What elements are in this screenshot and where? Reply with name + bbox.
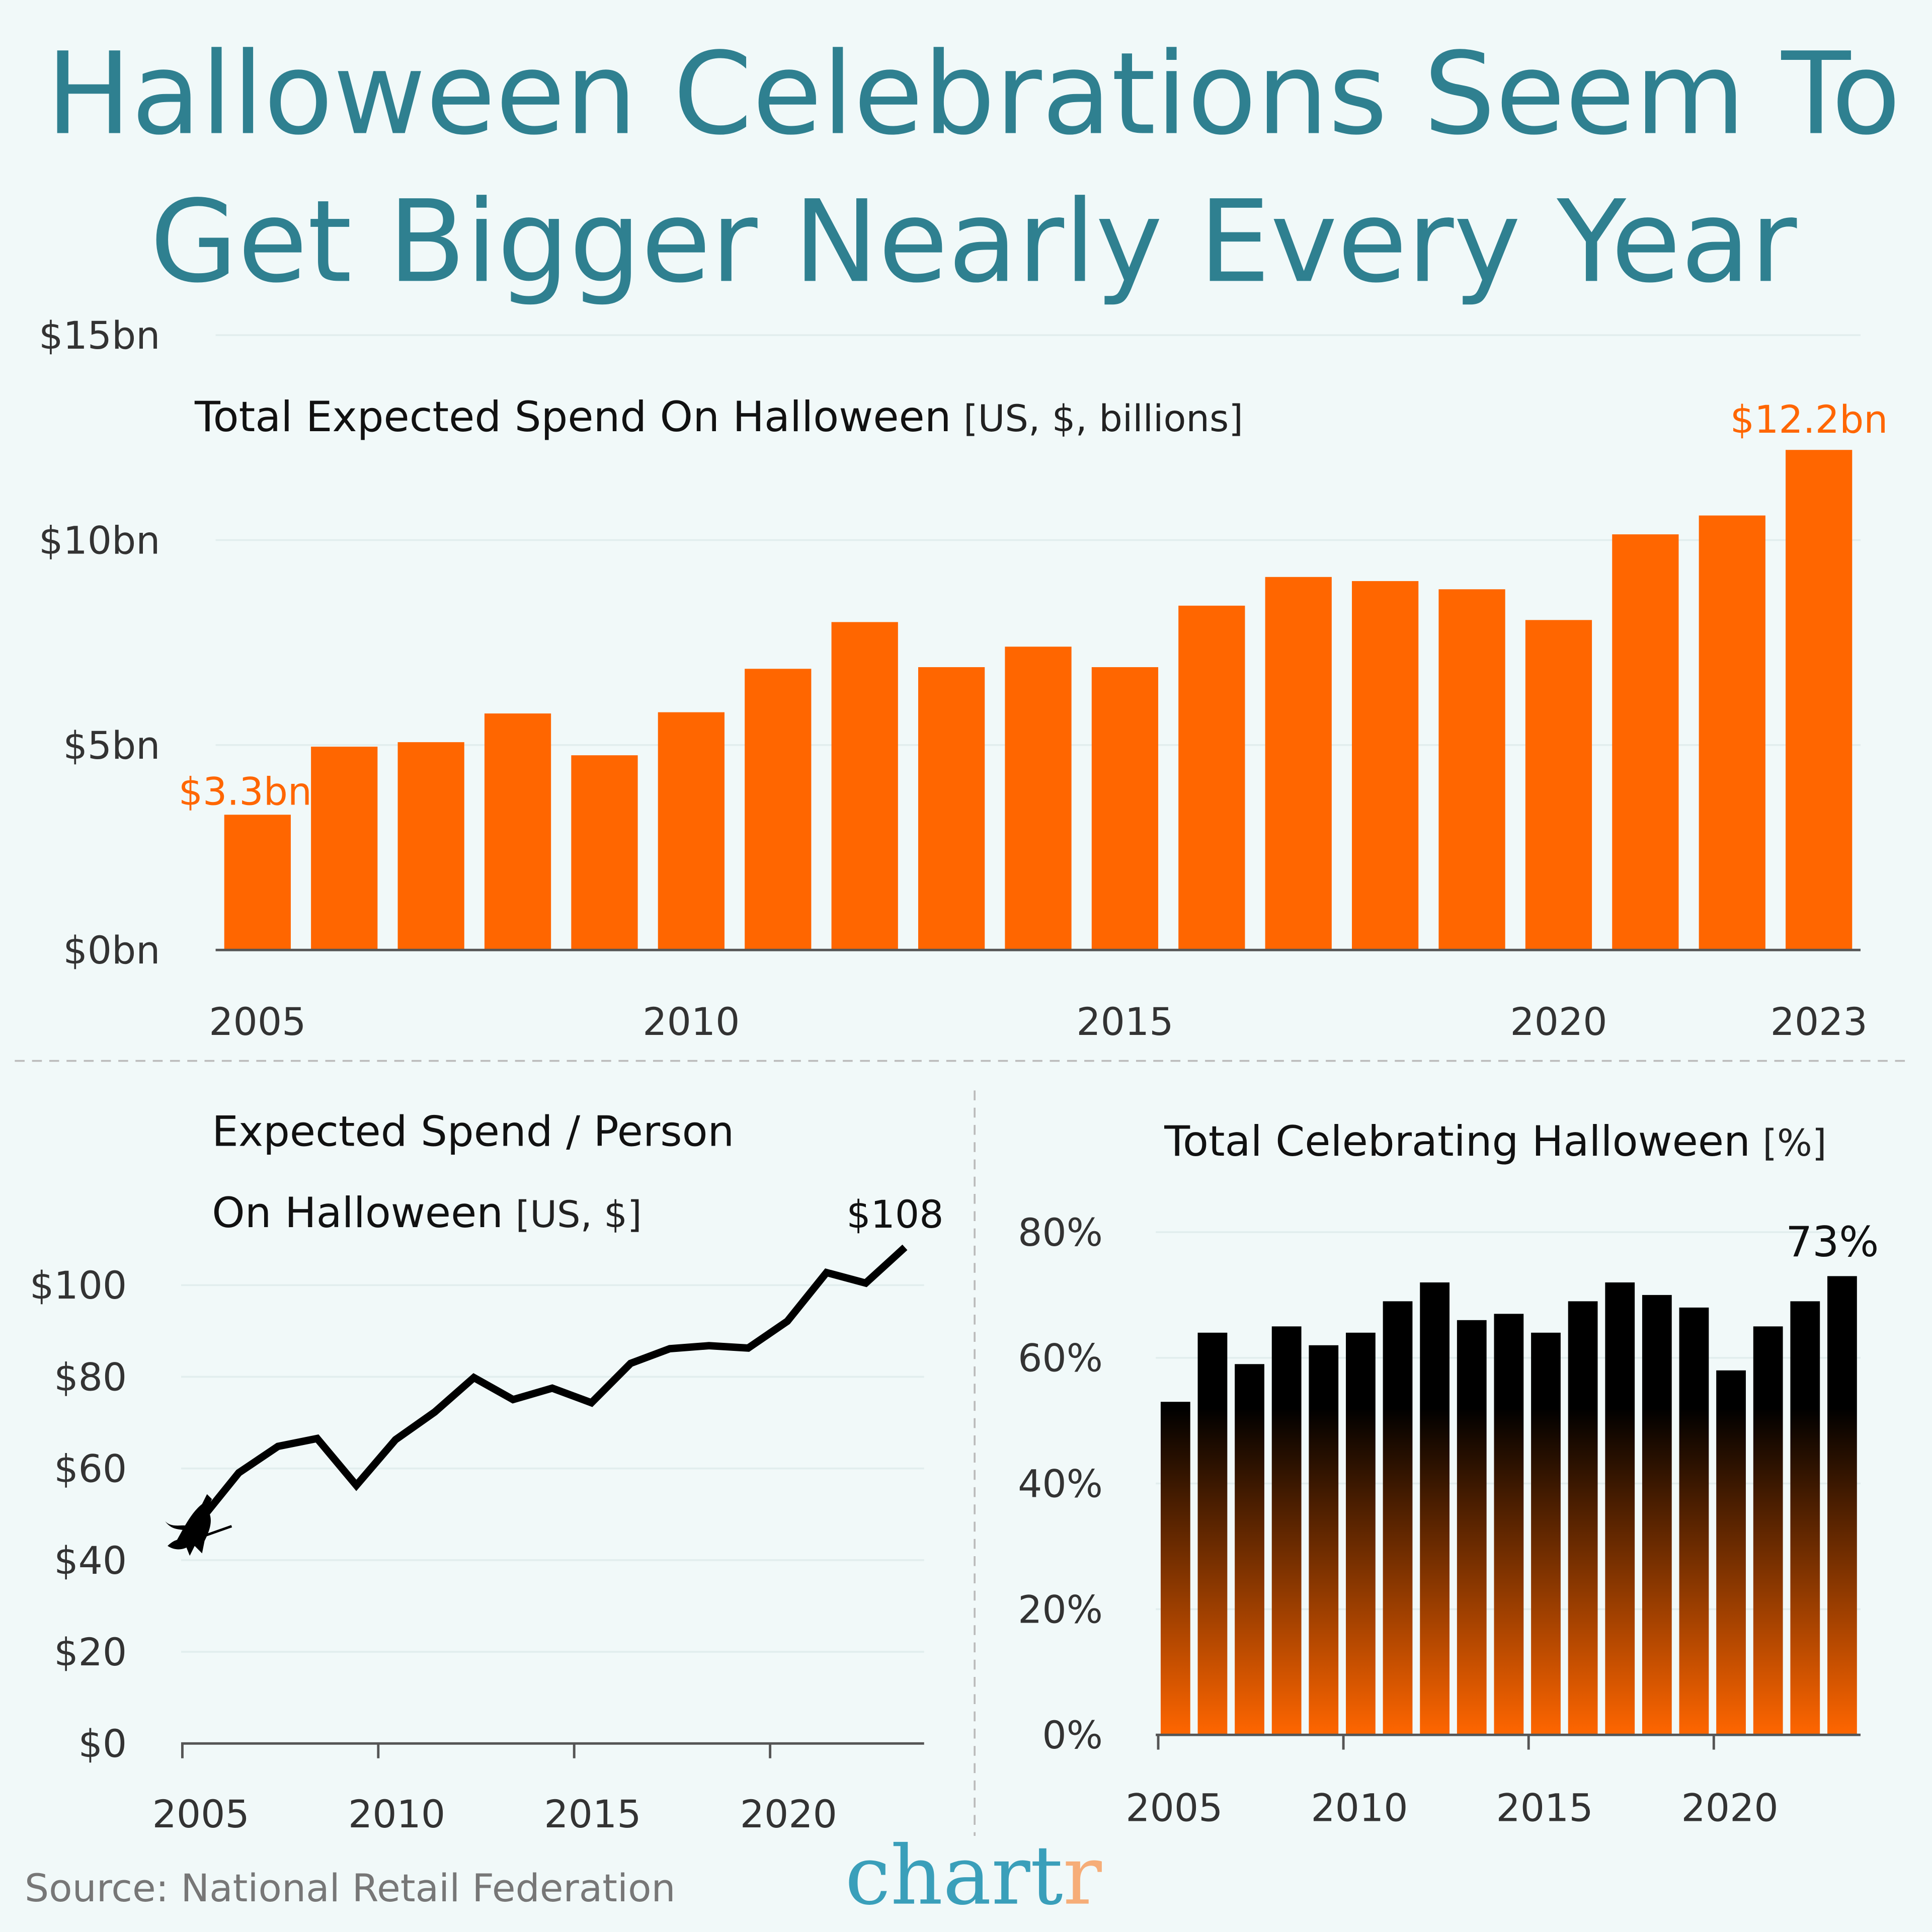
bar-2005 — [1160, 1402, 1190, 1735]
bar-2018 — [1352, 581, 1419, 950]
total-spend-title-main: Total Expected Spend On Halloween — [194, 392, 951, 441]
bar-2022 — [1790, 1301, 1820, 1735]
spend-per-person-chart: Expected Spend / Person On Halloween [US,… — [30, 1107, 943, 1836]
logo-accent: r — [1063, 1829, 1102, 1923]
y-tick-label: $0bn — [63, 928, 160, 973]
bar-2020 — [1716, 1370, 1746, 1735]
total-spend-title-units: [US, $, billions] — [963, 397, 1243, 440]
bar-2016 — [1568, 1301, 1598, 1735]
y-tick-label: 60% — [1018, 1336, 1103, 1381]
celebrating-title-units: [%] — [1762, 1122, 1826, 1165]
x-tick-label: 2020 — [1681, 1786, 1779, 1830]
x-tick-label: 2020 — [1510, 1000, 1607, 1044]
title-line-1: Halloween Celebrations Seem To — [46, 28, 1901, 160]
bar-2021 — [1753, 1326, 1783, 1735]
bar-2015 — [1531, 1332, 1561, 1735]
x-tick-label: 2010 — [642, 1000, 740, 1044]
annotation-last: 73% — [1786, 1218, 1879, 1266]
bar-2011 — [1383, 1301, 1413, 1735]
bar-2023 — [1827, 1276, 1857, 1735]
annotation-last: $12.2bn — [1730, 397, 1888, 442]
x-tick-label: 2010 — [348, 1792, 445, 1836]
x-tick-label: 2015 — [1076, 1000, 1173, 1044]
bar-2017 — [1605, 1282, 1635, 1735]
y-tick-label: 40% — [1018, 1462, 1103, 1506]
bar-2007 — [397, 742, 464, 950]
y-tick-label: $10bn — [39, 518, 160, 562]
bar-2012 — [1420, 1282, 1450, 1735]
bar-2020 — [1525, 620, 1592, 950]
bar-2017 — [1265, 577, 1332, 950]
y-tick-label: 80% — [1018, 1211, 1103, 1255]
y-tick-label: $5bn — [63, 723, 160, 768]
bar-2013 — [1457, 1320, 1487, 1735]
broom-bristles — [168, 1539, 193, 1550]
y-tick-label: $20 — [54, 1630, 127, 1674]
celebrating-title: Total Celebrating Halloween [%] — [1164, 1117, 1826, 1166]
bar-2016 — [1178, 605, 1245, 950]
bar-2021 — [1612, 534, 1679, 950]
bar-2009 — [1309, 1345, 1339, 1735]
y-tick-label: $15bn — [39, 313, 160, 358]
y-tick-label: 0% — [1042, 1713, 1102, 1757]
annotation-first: $3.3bn — [179, 770, 312, 814]
bar-2006 — [311, 747, 378, 950]
bar-2007 — [1235, 1364, 1264, 1735]
celebrating-chart: Total Celebrating Halloween [%] 0% 20% 40% 6… — [1018, 1117, 1879, 1830]
x-tick-label: 2023 — [1770, 1000, 1868, 1044]
bar-2008 — [484, 713, 551, 950]
x-tick-label: 2015 — [544, 1792, 641, 1836]
bar-2014 — [1005, 647, 1072, 950]
y-tick-label: $60 — [54, 1447, 127, 1491]
per-person-title-line-1: Expected Spend / Person — [212, 1107, 734, 1156]
spend-per-person-line — [197, 1244, 908, 1524]
chartr-logo: chartr — [845, 1829, 1102, 1923]
per-person-title-line-2: On Halloween [US, $] — [212, 1188, 641, 1237]
bar-2009 — [571, 755, 638, 950]
x-tick-label: 2015 — [1496, 1786, 1593, 1830]
x-tick-label: 2010 — [1311, 1786, 1408, 1830]
source-note: Source: National Retail Federation — [25, 1866, 676, 1910]
bar-2011 — [745, 669, 812, 950]
x-tick-label: 2005 — [1125, 1786, 1223, 1830]
celebrating-title-main: Total Celebrating Halloween — [1164, 1117, 1750, 1166]
y-tick-label: 20% — [1018, 1587, 1103, 1632]
total-spend-title: Total Expected Spend On Halloween [US, $,… — [194, 392, 1243, 441]
x-tick-label: 2005 — [209, 1000, 306, 1044]
y-tick-label: $40 — [54, 1539, 127, 1583]
y-tick-label: $80 — [54, 1355, 127, 1399]
bar-2012 — [831, 622, 898, 950]
x-tick-label: 2020 — [740, 1792, 837, 1836]
logo-main: chart — [845, 1829, 1063, 1923]
bar-2019 — [1438, 589, 1505, 950]
bar-2010 — [658, 712, 725, 950]
witch-on-broom-icon — [165, 1494, 232, 1556]
per-person-title-units: [US, $] — [516, 1193, 642, 1236]
bar-2018 — [1642, 1295, 1672, 1735]
bar-2022 — [1699, 515, 1765, 950]
total-spend-chart: Total Expected Spend On Halloween [US, $,… — [39, 313, 1888, 1044]
x-tick-label: 2005 — [152, 1792, 250, 1836]
y-tick-label: $0 — [78, 1722, 127, 1766]
bar-2013 — [918, 667, 985, 950]
witch-hair — [165, 1521, 190, 1532]
bar-2014 — [1494, 1314, 1524, 1735]
bar-2005 — [224, 815, 291, 950]
bar-2010 — [1346, 1332, 1376, 1735]
bar-2015 — [1091, 667, 1159, 950]
bar-2006 — [1197, 1332, 1228, 1735]
bar-2019 — [1679, 1307, 1709, 1735]
annotation-last: $108 — [846, 1192, 943, 1237]
broom-stick — [189, 1525, 232, 1543]
title-line-2: Get Bigger Nearly Every Year — [150, 176, 1797, 308]
bar-2023 — [1786, 450, 1853, 950]
y-tick-label: $100 — [30, 1263, 127, 1308]
bar-2008 — [1271, 1326, 1302, 1735]
per-person-title-main: On Halloween — [212, 1188, 503, 1237]
